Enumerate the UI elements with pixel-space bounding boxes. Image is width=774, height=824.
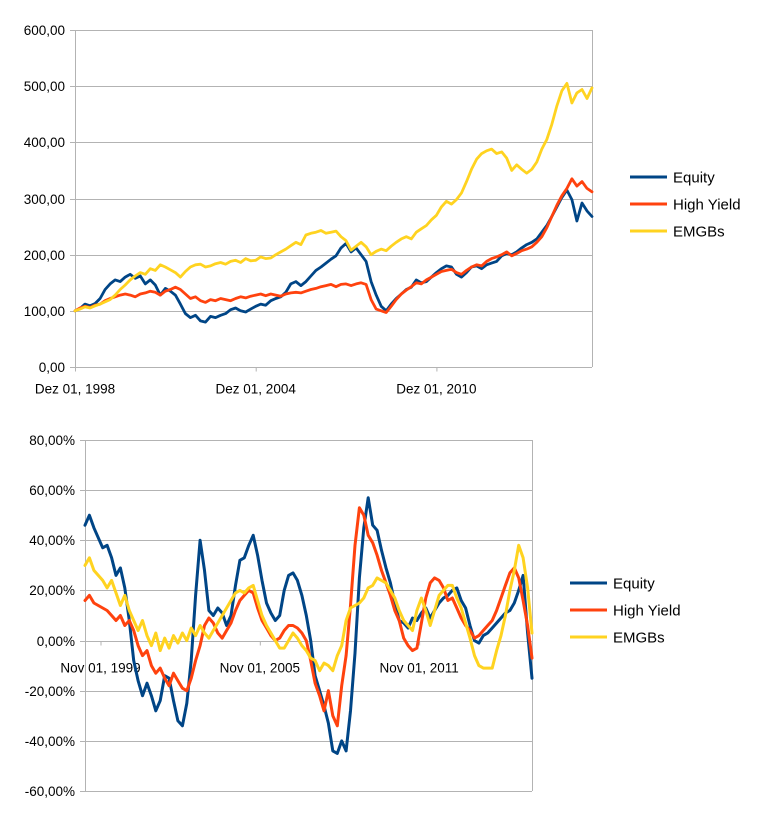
- x-axis-tick-label: Nov 01, 2005: [220, 661, 300, 676]
- y-axis-tick-label: 0,00%: [37, 634, 75, 649]
- x-axis-tick-label: Nov 01, 1999: [60, 661, 140, 676]
- legend-label-high-yield: High Yield: [613, 603, 681, 620]
- y-axis-tick-label: 400,00: [24, 135, 65, 150]
- y-axis-tick-label: 0,00: [39, 360, 65, 375]
- rolling-returns-chart: 80,00% 60,00% 40,00% 20,00% 0,00% -20,00% -40,…: [25, 433, 681, 799]
- series-line-high-yield: [73, 177, 594, 314]
- legend-label-emgbs: EMGBs: [613, 630, 665, 647]
- y-axis-tick-label: 60,00%: [29, 483, 75, 498]
- legend-item-equity: Equity: [570, 576, 655, 593]
- y-axis-tick-label: 100,00: [24, 304, 65, 319]
- x-axis-tick-label: Dez 01, 2010: [396, 382, 476, 397]
- legend-label-emgbs: EMGBs: [673, 224, 725, 241]
- y-axis-tick-label: -40,00%: [25, 734, 75, 749]
- y-axis-tick-label: 300,00: [24, 192, 65, 207]
- legend-item-high-yield: High Yield: [630, 197, 741, 214]
- y-axis-tick-label: -20,00%: [25, 684, 75, 699]
- legend: Equity High Yield EMGBs: [630, 170, 741, 241]
- series-line-high-yield: [83, 506, 534, 728]
- legend: Equity High Yield EMGBs: [570, 576, 681, 647]
- legend-label-high-yield: High Yield: [673, 197, 741, 214]
- legend-item-emgbs: EMGBs: [570, 630, 665, 647]
- legend-label-equity: Equity: [613, 576, 655, 593]
- legend-item-high-yield: High Yield: [570, 603, 681, 620]
- x-axis-tick-label: Dez 01, 1998: [35, 382, 115, 397]
- legend-item-emgbs: EMGBs: [630, 224, 725, 241]
- series-line-equity: [83, 496, 534, 755]
- legend-item-equity: Equity: [630, 170, 715, 187]
- y-axis-tick-label: 40,00%: [29, 533, 75, 548]
- cumulative-index-chart: 600,00 500,00 400,00 300,00 200,00 100,00 0,00…: [24, 23, 741, 397]
- y-axis-tick-label: 20,00%: [29, 583, 75, 598]
- y-axis-tick-label: -60,00%: [25, 784, 75, 799]
- y-axis-tick-label: 200,00: [24, 248, 65, 263]
- y-axis-tick-label: 600,00: [24, 23, 65, 38]
- x-axis-tick-label: Nov 01, 2011: [379, 661, 458, 676]
- y-axis-tick-label: 500,00: [24, 79, 65, 94]
- series-line-emgbs: [83, 543, 534, 673]
- series-line-equity: [73, 188, 594, 324]
- legend-label-equity: Equity: [673, 170, 715, 187]
- series-line-emgbs: [73, 82, 594, 313]
- y-axis-tick-label: 80,00%: [29, 433, 75, 448]
- x-axis-tick-label: Dez 01, 2004: [216, 382, 297, 397]
